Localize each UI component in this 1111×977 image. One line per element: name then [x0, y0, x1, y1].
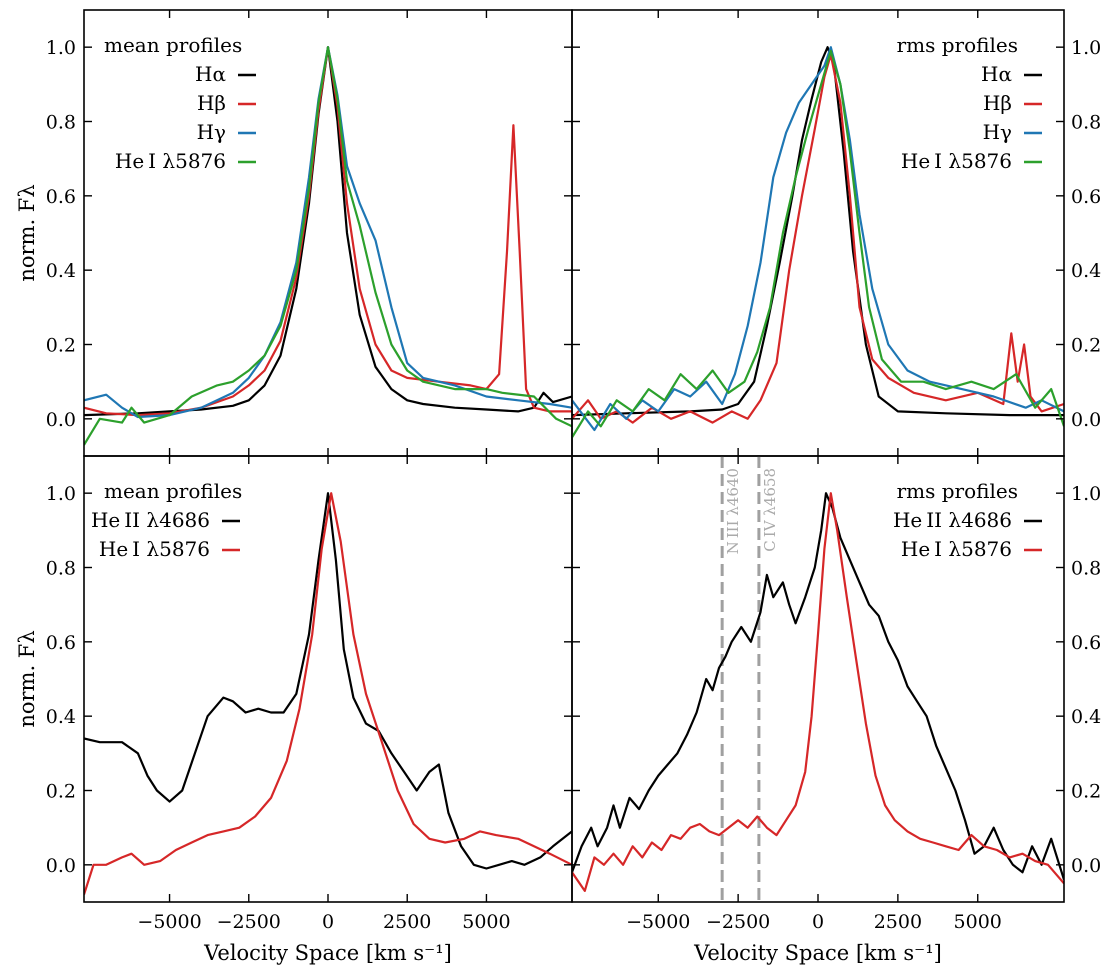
y-tick-label: 0.2: [46, 781, 76, 803]
legend: rms profiles Hα Hβ Hγ He I λ5876: [897, 33, 1042, 173]
y-tick-label: 0.2: [1071, 781, 1101, 803]
legend-title: rms profiles: [897, 33, 1018, 57]
y-tick-label: 0.8: [1071, 558, 1101, 580]
y-tick-label: 0.4: [1071, 706, 1101, 728]
legend-entry-label: He II λ4686: [91, 508, 210, 532]
legend-entry-label: Hγ: [983, 120, 1012, 144]
y-tick-label: 0.0: [46, 855, 76, 877]
series-line-0: [84, 492, 572, 870]
x-tick-label: 2500: [383, 911, 431, 933]
y-tick-label: 0.8: [1071, 112, 1101, 134]
x-tick-label: −2500: [217, 911, 281, 933]
y-tick-label: 0.2: [46, 335, 76, 357]
y-tick-label: 0.0: [1071, 409, 1101, 431]
y-tick-label: 0.2: [1071, 335, 1101, 357]
x-tick-label: 5000: [954, 911, 1002, 933]
y-tick-label: 0.6: [46, 186, 76, 208]
legend-entry-label: Hβ: [197, 91, 226, 115]
y-tick-label: 0.6: [1071, 186, 1101, 208]
x-axis-label: Velocity Space [km s⁻¹]: [203, 941, 452, 965]
legend-entry-label: He I λ5876: [901, 149, 1012, 173]
x-tick-label: 5000: [462, 911, 510, 933]
y-tick-label: 0.4: [1071, 260, 1101, 282]
series-line-0: [572, 492, 1064, 881]
legend-entry-label: Hα: [981, 62, 1012, 86]
y-tick-label: 1.0: [1071, 37, 1101, 59]
panel-bottom-right: N III λ4640 C IV λ4658 0.0 0.2 0.4 0.6 0.8 1.0 −…: [571, 455, 1101, 965]
x-axis-label: Velocity Space [km s⁻¹]: [693, 941, 942, 965]
series-line-0: [84, 46, 572, 417]
panel-bottom-left: 0.0 0.2 0.4 0.6 0.8 1.0 −5000 −2500 0 2500 5000 nor…: [15, 455, 573, 965]
y-tick-label: 0.8: [46, 112, 76, 134]
legend: mean profiles He II λ4686 He I λ5876: [91, 479, 242, 561]
legend-entry-label: Hβ: [983, 91, 1012, 115]
series-line-2: [572, 46, 1064, 432]
panel-top-right: 0.0 0.2 0.4 0.6 0.8 1.0 rms profiles Hα Hβ Hγ He I…: [571, 9, 1101, 457]
legend-title: mean profiles: [104, 479, 242, 503]
x-tick-label: −2500: [706, 911, 770, 933]
y-tick-label: 0.8: [46, 558, 76, 580]
y-tick-label: 0.6: [1071, 632, 1101, 654]
axes-frame: [83, 9, 573, 457]
legend-title: mean profiles: [104, 33, 242, 57]
legend: mean profiles Hα Hβ Hγ He I λ5876: [104, 33, 256, 173]
legend-entry-label: He II λ4686: [893, 508, 1012, 532]
legend-entry-label: Hγ: [197, 120, 226, 144]
y-tick-label: 0.0: [1071, 855, 1101, 877]
x-tick-label: −5000: [626, 911, 690, 933]
series-line-0: [572, 46, 1064, 417]
legend-entry-label: He I λ5876: [99, 537, 210, 561]
x-tick-label: 2500: [874, 911, 922, 933]
y-axis-label: norm. Fλ: [15, 630, 39, 727]
x-tick-label: 0: [812, 911, 824, 933]
legend-entry-label: He I λ5876: [115, 149, 226, 173]
y-tick-label: 1.0: [46, 483, 76, 505]
series-line-3: [84, 46, 572, 446]
y-axis-label: norm. Fλ: [15, 184, 39, 281]
y-tick-label: 0.4: [46, 260, 76, 282]
legend-title: rms profiles: [897, 479, 1018, 503]
x-tick-label: 0: [322, 911, 334, 933]
legend-entry-label: Hα: [195, 62, 226, 86]
y-tick-label: 1.0: [46, 37, 76, 59]
legend-entry-label: He I λ5876: [901, 537, 1012, 561]
series-line-3: [572, 49, 1064, 438]
x-tick-label: −5000: [137, 911, 201, 933]
legend: rms profiles He II λ4686 He I λ5876: [893, 479, 1042, 561]
y-tick-label: 1.0: [1071, 483, 1101, 505]
vline-label-1: C IV λ4658: [761, 468, 779, 552]
panels: 0.0 0.2 0.4 0.6 0.8 1.0 norm. Fλ mean profiles H…: [15, 9, 1101, 965]
series-line-1: [572, 492, 1064, 892]
series-line-1: [84, 492, 572, 895]
y-tick-label: 0.0: [46, 409, 76, 431]
y-tick-label: 0.6: [46, 632, 76, 654]
series-line-2: [84, 46, 572, 419]
panel-top-left: 0.0 0.2 0.4 0.6 0.8 1.0 norm. Fλ mean profiles H…: [15, 9, 573, 457]
vline-label-0: N III λ4640: [724, 468, 742, 554]
y-tick-label: 0.4: [46, 706, 76, 728]
series-line-1: [84, 46, 572, 417]
